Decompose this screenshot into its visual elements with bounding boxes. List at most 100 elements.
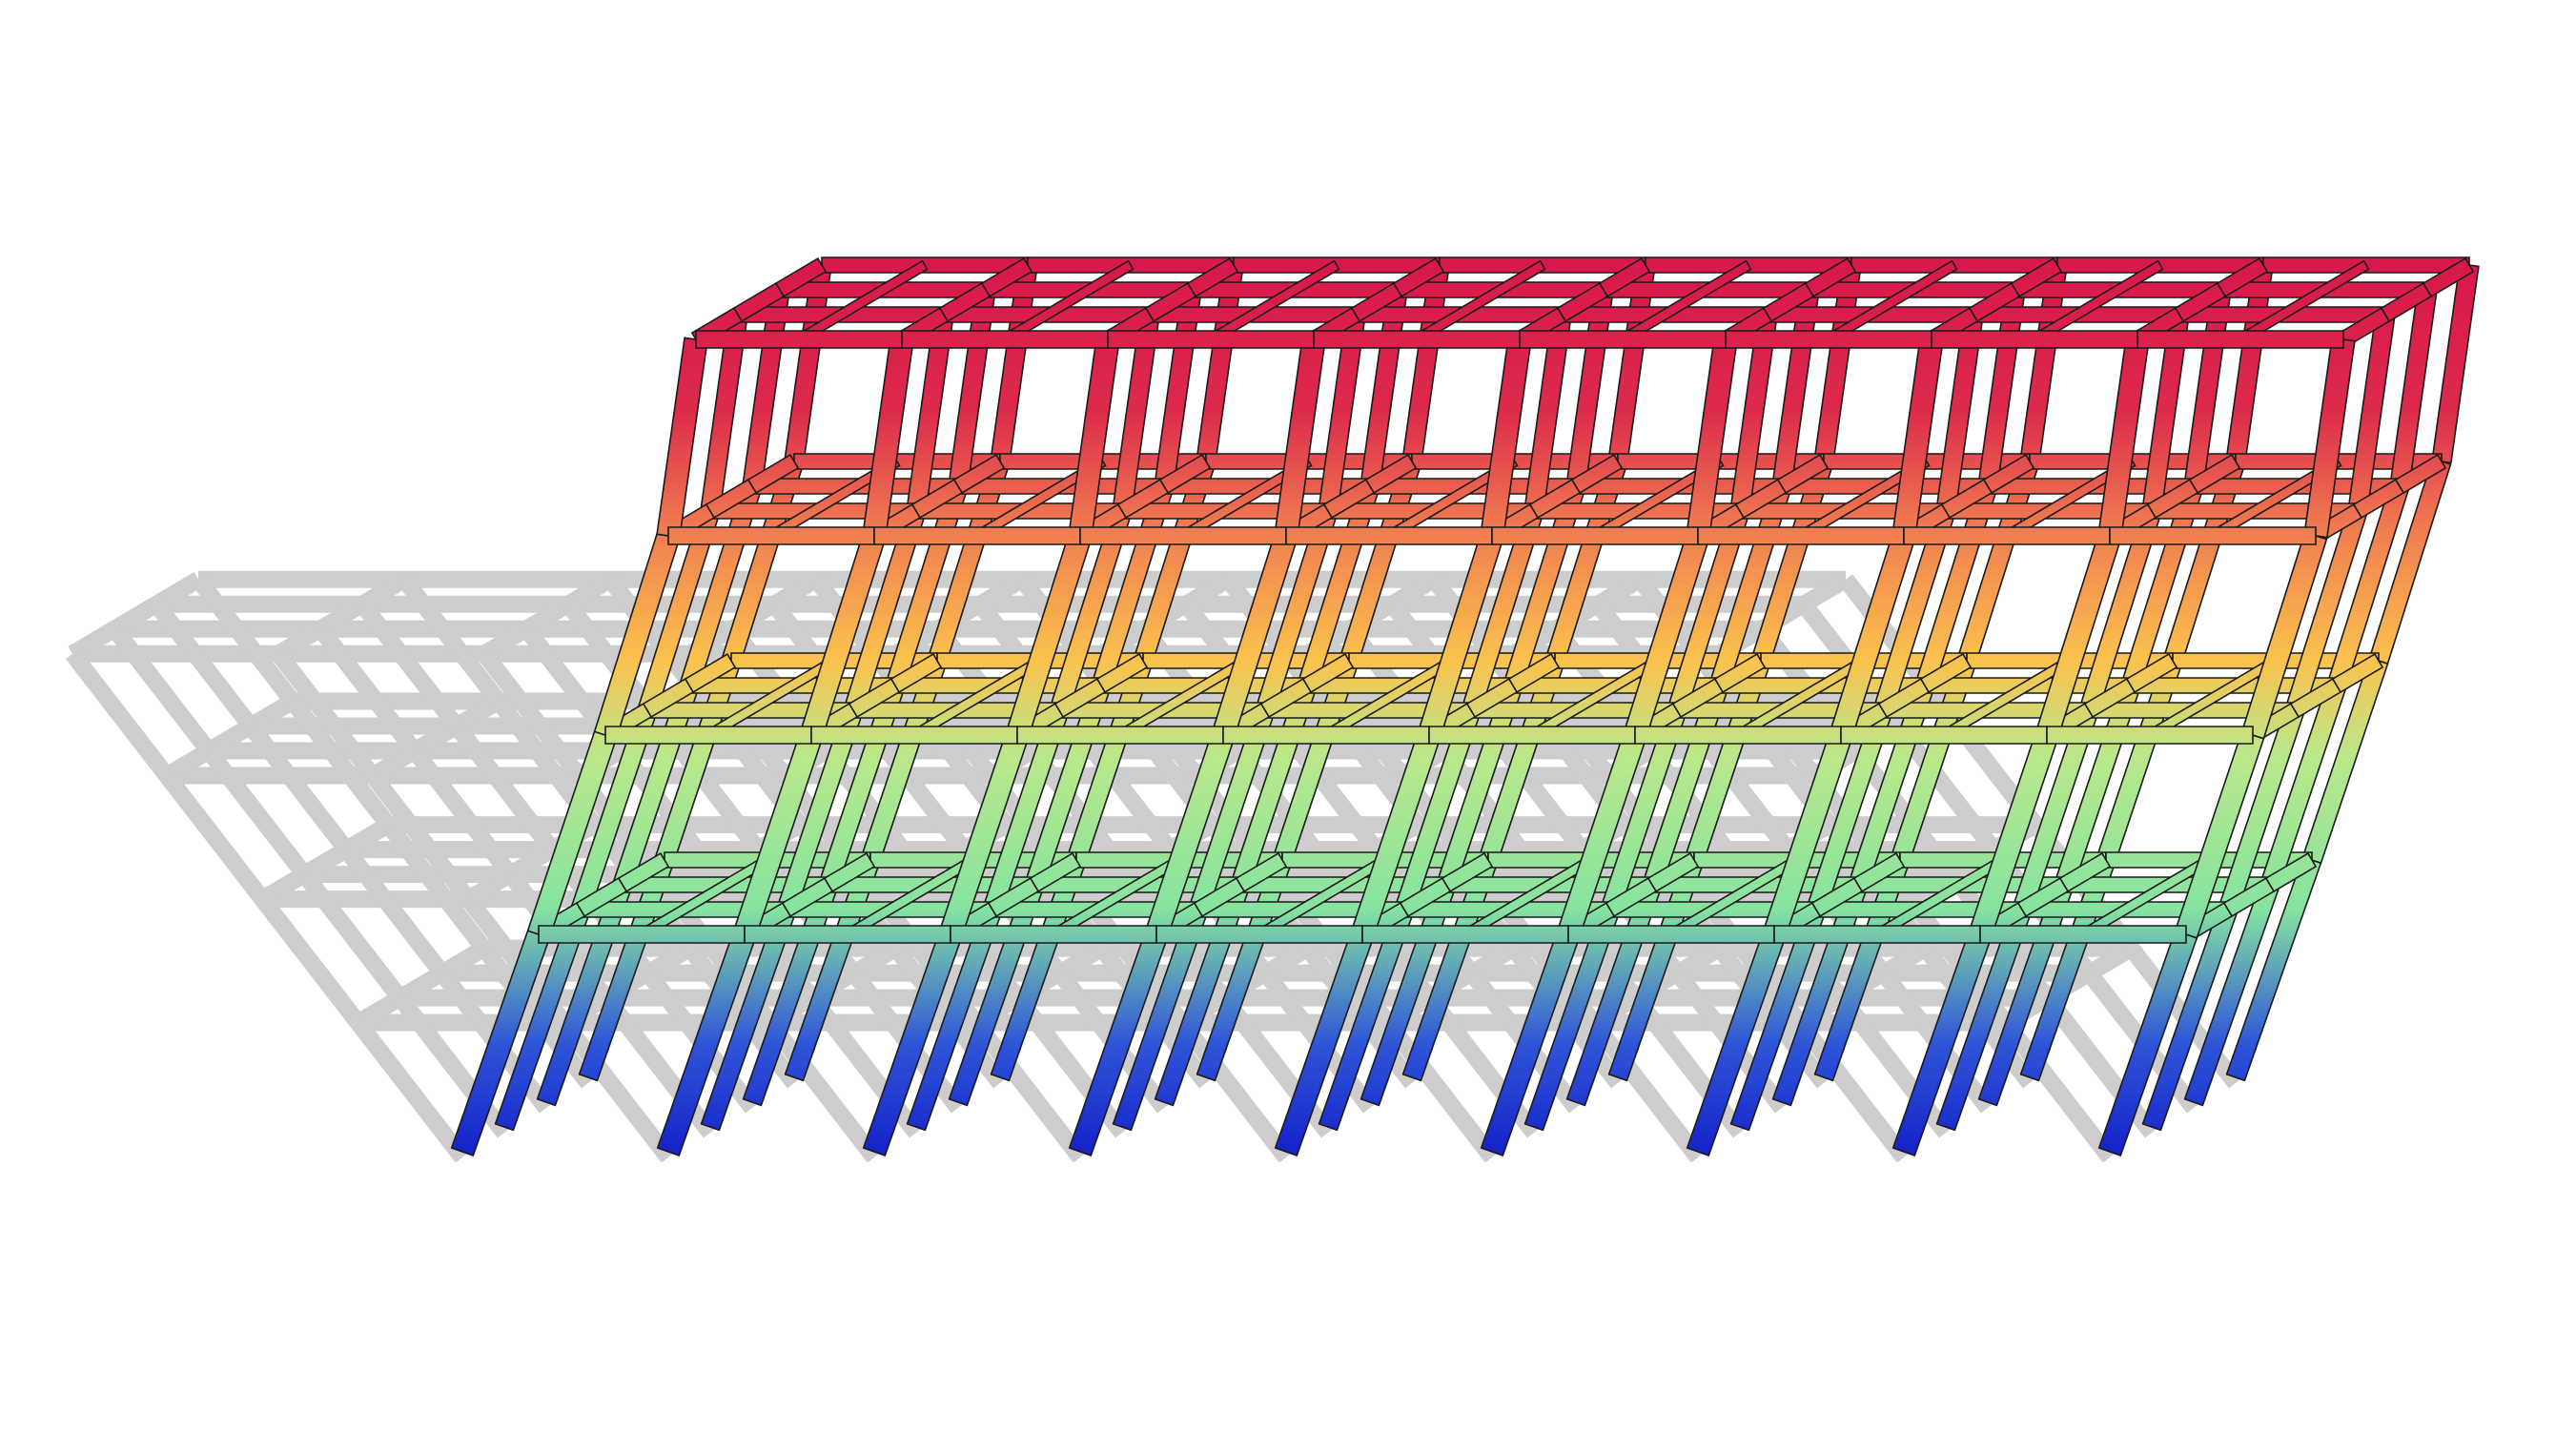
shadow-column <box>351 1017 470 1163</box>
beam-y <box>2125 653 2178 693</box>
beam-y <box>2058 852 2112 892</box>
beam-front <box>950 925 1157 944</box>
shadow-column <box>1067 721 1177 855</box>
shadow-column <box>407 746 518 880</box>
beam-front <box>2136 330 2344 349</box>
beam-front <box>1491 526 1699 545</box>
beam-y <box>1095 653 1149 693</box>
beam-y <box>1646 852 1700 892</box>
shadow-beam-x <box>250 717 457 735</box>
beam-y <box>1804 257 1857 297</box>
shadow-column <box>397 574 505 706</box>
beam-front <box>1979 925 2187 944</box>
beam-y <box>952 454 1006 494</box>
shadow-beam-x <box>114 620 320 638</box>
frame-back-members <box>494 256 2480 1132</box>
shadow-column <box>477 648 585 781</box>
shadow-column <box>613 746 724 880</box>
shadow-column <box>1643 746 1753 880</box>
shadow-column <box>256 893 365 1029</box>
beam-y <box>1029 852 1082 892</box>
shadow-beam-x <box>346 841 553 859</box>
shadow-beam-x <box>198 570 404 588</box>
beam-front <box>1313 330 1521 349</box>
shadow-column <box>191 574 299 706</box>
beam-y <box>1364 454 1418 494</box>
shadow-column <box>313 624 421 756</box>
shadow-column <box>201 746 312 880</box>
shadow-column <box>1479 721 1589 855</box>
shadow-column <box>1891 721 2001 855</box>
beam-y <box>1235 852 1288 892</box>
beam-y <box>2264 852 2318 892</box>
beam-front <box>1697 526 1905 545</box>
shadow-column <box>107 624 215 756</box>
shadow-column <box>365 770 476 905</box>
shadow-column <box>149 599 257 731</box>
beam-front <box>1931 330 2138 349</box>
beam-front <box>1519 330 1727 349</box>
beam-front <box>667 526 875 545</box>
beam-y <box>889 653 943 693</box>
shadow-column <box>819 746 930 880</box>
beam-y <box>1392 257 1445 297</box>
beam-front <box>2109 526 2317 545</box>
beam-front <box>1222 726 1430 745</box>
shadow-beam-x <box>320 620 526 638</box>
beam-front <box>604 726 812 745</box>
shadow-beam-x <box>362 595 568 613</box>
beam-y <box>1186 257 1239 297</box>
beam-front <box>744 925 951 944</box>
shadow-column <box>339 844 449 979</box>
shadow-column <box>655 721 766 855</box>
shadow-column <box>271 648 379 781</box>
column-front <box>656 337 708 539</box>
shadow-column <box>65 648 174 781</box>
shadow-column <box>243 721 354 855</box>
beam-y <box>1301 653 1355 693</box>
beam-y <box>2422 257 2475 297</box>
beam-front <box>1725 330 1932 349</box>
beam-y <box>1919 653 1973 693</box>
shadow-column <box>1231 746 1341 880</box>
beam-front <box>1428 726 1636 745</box>
beam-y <box>1713 653 1767 693</box>
beam-front <box>1634 726 1842 745</box>
column <box>2431 262 2480 464</box>
shadow-column <box>159 770 270 905</box>
shadow-column <box>1437 746 1547 880</box>
beam-y <box>746 454 800 494</box>
shadow-column <box>449 721 560 855</box>
beam-y <box>980 257 1033 297</box>
beam-y <box>1158 454 1212 494</box>
beam-y <box>1507 653 1561 693</box>
beam-y <box>1598 257 1651 297</box>
shadow-beam-x <box>404 570 610 588</box>
beam-front <box>1285 526 1493 545</box>
beam-front <box>1079 526 1287 545</box>
beam-front <box>1840 726 2048 745</box>
shadow-column <box>285 696 396 830</box>
shadow-column <box>297 869 407 1004</box>
beam-front <box>1903 526 2111 545</box>
beam-y <box>2216 257 2269 297</box>
beam-front <box>695 330 903 349</box>
shadow-column <box>1025 746 1135 880</box>
beam-front <box>810 726 1018 745</box>
beam-y <box>2188 454 2241 494</box>
shadow-column <box>1849 746 1959 880</box>
beam-y <box>823 852 876 892</box>
shadow-column <box>1273 721 1383 855</box>
beam-front <box>1155 925 1363 944</box>
beam-y <box>1776 454 1830 494</box>
beam-y <box>684 653 737 693</box>
shadow-column <box>381 819 491 954</box>
beam-front <box>873 526 1081 545</box>
beam-front <box>901 330 1109 349</box>
beam-y <box>1441 852 1494 892</box>
beam-front <box>1107 330 1315 349</box>
shadow-beam-x <box>156 595 362 613</box>
beam-y <box>774 257 828 297</box>
